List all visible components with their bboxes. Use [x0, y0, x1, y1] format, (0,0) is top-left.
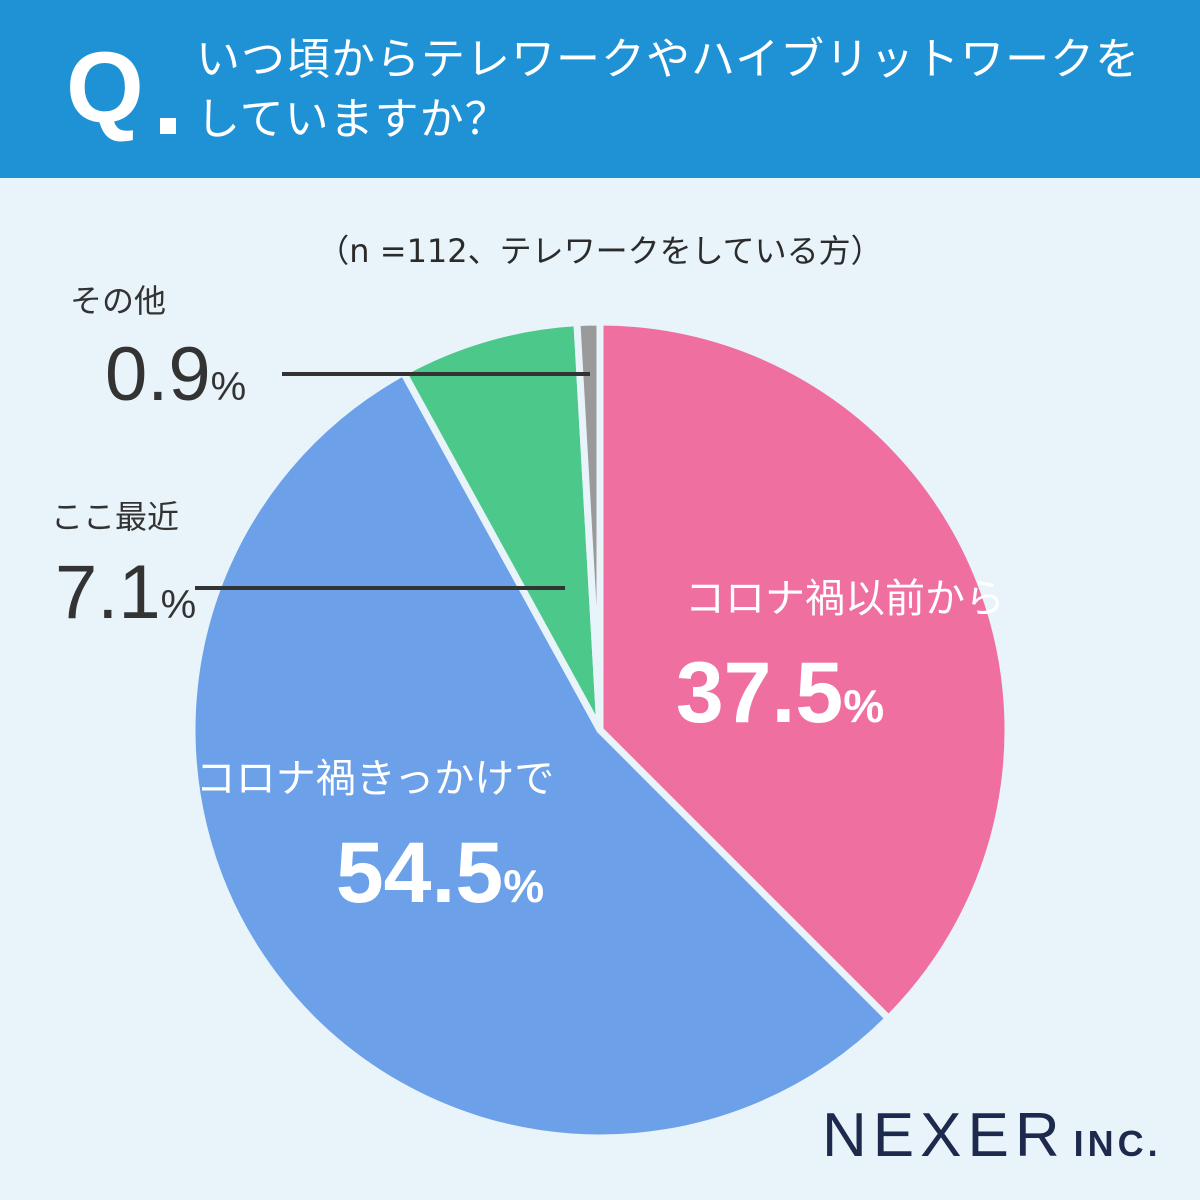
callout-label-3: その他: [70, 282, 166, 320]
q-mark: Q: [66, 32, 144, 144]
callout-value-3: 0.9%: [105, 332, 246, 417]
slice-value-1: 54.5%: [336, 825, 544, 921]
q-dot: [160, 118, 176, 134]
question-header: Q いつ頃からテレワークやハイブリットワークを していますか？: [0, 0, 1200, 178]
slice-label-1: コロナ禍きっかけで: [196, 756, 554, 802]
logo-suffix: INC.: [1073, 1123, 1162, 1164]
callout-label-2: ここ最近: [51, 498, 179, 536]
nexer-logo: NEXER INC.: [822, 1100, 1162, 1171]
question-line-2: していますか？: [196, 94, 510, 145]
pie-slice-2: [399, 319, 604, 734]
pie-slice-0: [596, 318, 1012, 1022]
pie-slice-1: [188, 368, 892, 1142]
callout-value-2: 7.1%: [55, 550, 196, 635]
slice-label-0: コロナ禍以前から: [685, 576, 1005, 622]
logo-name: NEXER: [822, 1101, 1066, 1170]
pie-slice-3: [573, 318, 604, 734]
question-line-1: いつ頃からテレワークやハイブリットワークを: [196, 34, 1141, 85]
slice-value-0: 37.5%: [676, 645, 884, 741]
sample-note: （n =112、テレワークをしている方）: [317, 232, 883, 270]
question-text: いつ頃からテレワークやハイブリットワークを していますか？: [196, 30, 1176, 150]
